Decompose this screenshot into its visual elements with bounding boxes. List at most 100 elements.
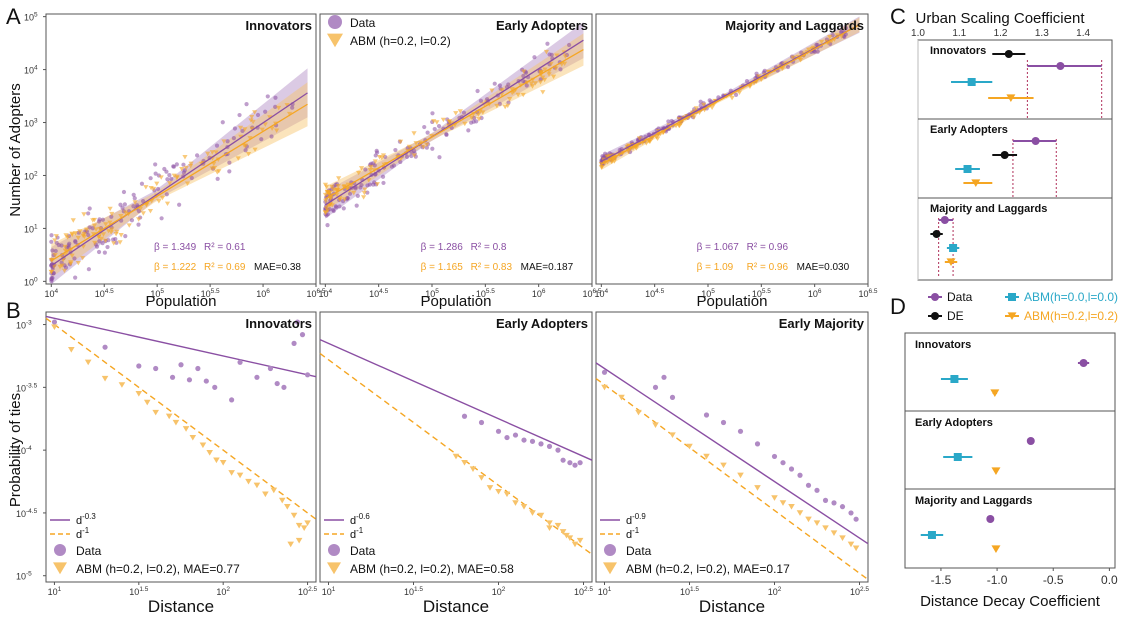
abm-point — [469, 466, 477, 472]
data-point — [436, 123, 442, 129]
abm00-marker — [967, 78, 976, 86]
legend-label: ABM(h=0.0,l=0.0) — [1024, 290, 1118, 304]
x-tick-label: 102.5 — [850, 586, 869, 597]
abm-point — [287, 541, 294, 548]
abm-point — [242, 127, 248, 132]
abm-point — [540, 75, 546, 80]
abm-point — [262, 122, 268, 127]
legend-abm-marker — [327, 33, 343, 48]
abm-point — [159, 195, 166, 201]
abm-point — [336, 176, 342, 181]
abm-point — [68, 347, 75, 353]
x-tick-label: 105 — [701, 288, 715, 299]
abm-marker — [946, 258, 956, 267]
abm-point — [270, 487, 278, 494]
abm-point — [541, 77, 548, 83]
x-tick-label: 101 — [48, 586, 62, 597]
data-point — [291, 340, 297, 346]
abm-point — [262, 491, 269, 498]
data-point — [698, 103, 703, 108]
abm-point — [105, 228, 112, 234]
abm-point — [259, 127, 265, 133]
data-point — [100, 241, 105, 246]
x-tick-label: 105 — [150, 288, 164, 299]
abm-point — [686, 443, 693, 450]
abm-point — [219, 460, 227, 466]
data-point — [567, 460, 573, 466]
data-point — [195, 365, 201, 372]
abm-point — [643, 141, 649, 146]
y-tick-label: 10-3 — [16, 320, 32, 331]
abm-point — [252, 110, 258, 115]
x-tick-label: 106.5 — [582, 288, 601, 299]
x-axis-label: Distance — [148, 597, 214, 616]
abm-point — [771, 495, 778, 501]
data-point — [815, 49, 820, 54]
abm-point — [51, 324, 58, 331]
data-point — [263, 109, 268, 114]
data-point — [102, 250, 107, 255]
data-point — [148, 176, 153, 181]
data-point — [50, 248, 55, 253]
data-point — [425, 130, 430, 135]
group-label: Innovators — [930, 45, 986, 57]
data-point — [391, 163, 396, 168]
data-point — [333, 204, 338, 209]
x-tick-label: 101.5 — [129, 586, 148, 597]
abm-point — [236, 472, 244, 479]
panel-b-frame — [595, 311, 869, 583]
abm-point — [304, 520, 311, 526]
abm-point — [366, 178, 372, 183]
data-point — [737, 428, 744, 434]
abm-beta: β = 1.09 — [697, 262, 734, 273]
abm-point — [566, 535, 574, 542]
data-point — [355, 193, 360, 198]
abm-point — [537, 512, 545, 519]
abm-point — [135, 390, 143, 397]
data-point — [546, 443, 553, 449]
y-tick-label: 10-4 — [16, 445, 32, 456]
data-point — [121, 189, 127, 195]
abm-beta: β = 1.165 — [421, 262, 464, 273]
abm-point — [494, 103, 500, 109]
data-point — [529, 438, 536, 444]
x-tick-label: 105.5 — [476, 288, 495, 299]
x-tick-label: 102 — [216, 586, 230, 597]
data-beta: β = 1.067 — [697, 242, 740, 253]
data-point — [229, 397, 235, 403]
abm-point — [81, 234, 88, 240]
de-marker — [931, 312, 939, 320]
data-point — [49, 239, 54, 244]
abm-point — [325, 208, 331, 213]
data-beta: β = 1.349 — [154, 242, 197, 253]
x-axis-label: Distance Decay Coefficient — [920, 593, 1101, 610]
panel-letter-b: B — [6, 298, 21, 323]
data-point — [558, 67, 563, 72]
data-point — [225, 139, 230, 144]
abm-point — [295, 537, 303, 544]
panel-a-subplot-3: Majority and Laggards β = 1.067 R² = 0.96 β… — [595, 13, 878, 310]
abm-point — [249, 114, 255, 120]
data-point — [404, 154, 410, 160]
data-point — [652, 384, 659, 390]
abm-marker — [971, 179, 981, 188]
abm-point — [63, 233, 69, 238]
data-point — [805, 482, 812, 488]
abm-point — [532, 81, 538, 86]
data-point — [707, 98, 712, 103]
abm-point — [489, 88, 495, 93]
data-point — [380, 174, 386, 179]
abm-point — [703, 453, 710, 460]
data-point — [814, 487, 820, 493]
panel-b-frame — [319, 311, 593, 583]
x-tick-label: 105 — [425, 288, 439, 299]
legend-abm-label: ABM (h=0.2, l=0.2), MAE=0.17 — [626, 562, 790, 576]
data-point — [86, 267, 91, 272]
abm-point — [805, 516, 812, 523]
abm-point — [528, 81, 535, 86]
data-point — [661, 374, 667, 380]
data-point — [294, 319, 301, 325]
data-point — [555, 447, 561, 453]
abm00-marker — [963, 165, 972, 173]
